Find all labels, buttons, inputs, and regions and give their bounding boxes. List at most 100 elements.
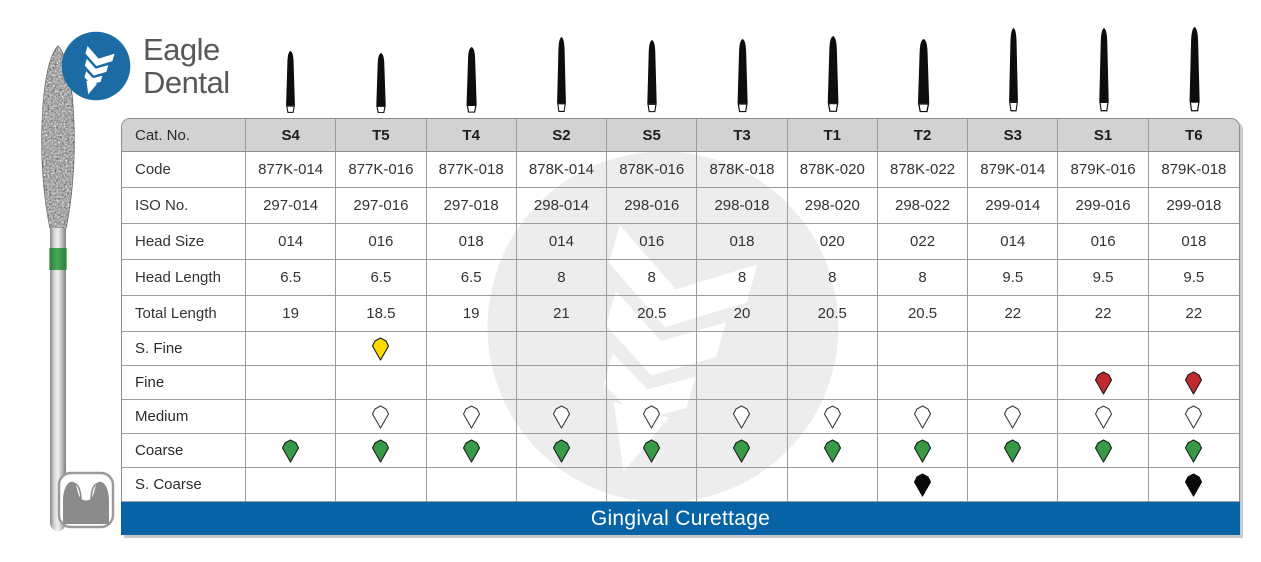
- brand-name-line2: Dental: [143, 65, 230, 100]
- brand-wordmark: Eagle Dental: [143, 33, 230, 99]
- grit-cell: [516, 434, 608, 468]
- grit-cell: [787, 332, 878, 366]
- bur-profile-t5: [375, 53, 386, 113]
- spec-cell: 20.5: [787, 296, 878, 332]
- grit-cell: [877, 332, 969, 366]
- diamond-gem-icon: [823, 404, 841, 429]
- dental-bur-logo-icon: [61, 31, 131, 101]
- grit-cell: [877, 468, 969, 502]
- row-label: S. Fine: [122, 332, 246, 366]
- grit-cell: [787, 400, 878, 434]
- spec-cell: 6.5: [336, 260, 427, 296]
- spec-cell: 8: [516, 260, 608, 296]
- grit-cell: [426, 400, 517, 434]
- spec-cell: 016: [607, 224, 698, 260]
- spec-cell: 016: [1058, 224, 1149, 260]
- spec-cell: 8: [697, 260, 788, 296]
- diamond-gem-icon: [1094, 404, 1112, 429]
- grit-cell: [1148, 332, 1239, 366]
- diamond-gem-icon: [733, 404, 751, 429]
- grit-cell: [877, 434, 969, 468]
- spec-cell: 298-020: [787, 188, 878, 224]
- grit-cell: [246, 400, 337, 434]
- spec-cell: 878K-022: [877, 152, 969, 188]
- spec-cell: 014: [246, 224, 337, 260]
- spec-cell: 879K-016: [1058, 152, 1149, 188]
- bur-profile-s2: [557, 37, 567, 112]
- grit-cell: [607, 400, 698, 434]
- row-label: Fine: [122, 366, 246, 400]
- grit-cell: [968, 332, 1059, 366]
- grit-cell: [336, 468, 427, 502]
- grit-cell: [1148, 434, 1239, 468]
- grit-cell: [697, 434, 788, 468]
- spec-cell: 9.5: [1148, 260, 1239, 296]
- spec-cell: 878K-018: [697, 152, 788, 188]
- grit-cell: [246, 468, 337, 502]
- diamond-gem-icon: [1004, 404, 1022, 429]
- spec-cell: 299-016: [1058, 188, 1149, 224]
- spec-cell: 20.5: [607, 296, 698, 332]
- spec-cell: 877K-016: [336, 152, 427, 188]
- bur-profile-t1: [827, 36, 839, 112]
- grit-cell: [426, 468, 517, 502]
- diamond-gem-icon: [913, 438, 932, 463]
- spec-cell: 22: [1058, 296, 1149, 332]
- diamond-gem-icon: [913, 472, 932, 497]
- spec-cell: 018: [426, 224, 517, 260]
- spec-cell: 297-014: [246, 188, 337, 224]
- diamond-gem-icon: [1004, 438, 1022, 463]
- spec-cell: 298-018: [697, 188, 788, 224]
- spec-cell: 21: [516, 296, 608, 332]
- spec-cell: 878K-014: [516, 152, 608, 188]
- grit-cell: [1058, 468, 1149, 502]
- brand-logo: Eagle Dental: [61, 31, 230, 101]
- spec-cell: 297-016: [336, 188, 427, 224]
- diamond-gem-icon: [1094, 438, 1112, 463]
- bur-profile-s5: [647, 40, 657, 113]
- brand-name-line1: Eagle: [143, 32, 220, 67]
- grit-cell: [697, 366, 788, 400]
- spec-cell: 298-016: [607, 188, 698, 224]
- spec-cell: 020: [787, 224, 878, 260]
- spec-grid: Cat. No. S4 T5 T4 S2 S5 T3 T1 T2 S3 S1 T6 Code 877K-0…: [121, 118, 1240, 502]
- row-label: Head Size: [122, 224, 246, 260]
- spec-cell: 879K-014: [968, 152, 1059, 188]
- crown-prep-tooth-icon: [57, 471, 115, 534]
- grit-cell: [787, 366, 878, 400]
- diamond-gem-icon: [823, 438, 841, 463]
- column-header-s3: S3: [968, 119, 1059, 152]
- spec-cell: 299-018: [1148, 188, 1239, 224]
- grit-cell: [607, 366, 698, 400]
- spec-cell: 19: [246, 296, 337, 332]
- row-label: Code: [122, 152, 246, 188]
- diamond-gem-icon: [552, 438, 570, 463]
- diamond-gem-icon: [1185, 370, 1203, 395]
- grit-cell: [246, 434, 337, 468]
- diamond-gem-icon: [372, 404, 390, 429]
- bur-profile-s4: [285, 51, 295, 113]
- column-header-t4: T4: [426, 119, 517, 152]
- grit-cell: [697, 468, 788, 502]
- spec-cell: 878K-020: [787, 152, 878, 188]
- grit-cell: [968, 434, 1059, 468]
- row-label: Total Length: [122, 296, 246, 332]
- grit-cell: [1148, 366, 1239, 400]
- grit-cell: [1058, 332, 1149, 366]
- spec-cell: 298-022: [877, 188, 969, 224]
- column-header-t5: T5: [336, 119, 427, 152]
- grit-cell: [426, 366, 517, 400]
- category-label: Gingival Curettage: [590, 506, 771, 530]
- spec-cell: 8: [787, 260, 878, 296]
- diamond-gem-icon: [1185, 438, 1203, 463]
- grit-cell: [968, 468, 1059, 502]
- spec-cell: 016: [336, 224, 427, 260]
- grit-cell: [246, 366, 337, 400]
- grit-cell: [1148, 400, 1239, 434]
- grit-cell: [336, 366, 427, 400]
- row-label: ISO No.: [122, 188, 246, 224]
- spec-cell: 014: [516, 224, 608, 260]
- grit-cell: [246, 332, 337, 366]
- spec-cell: 018: [1148, 224, 1239, 260]
- column-header-s1: S1: [1058, 119, 1149, 152]
